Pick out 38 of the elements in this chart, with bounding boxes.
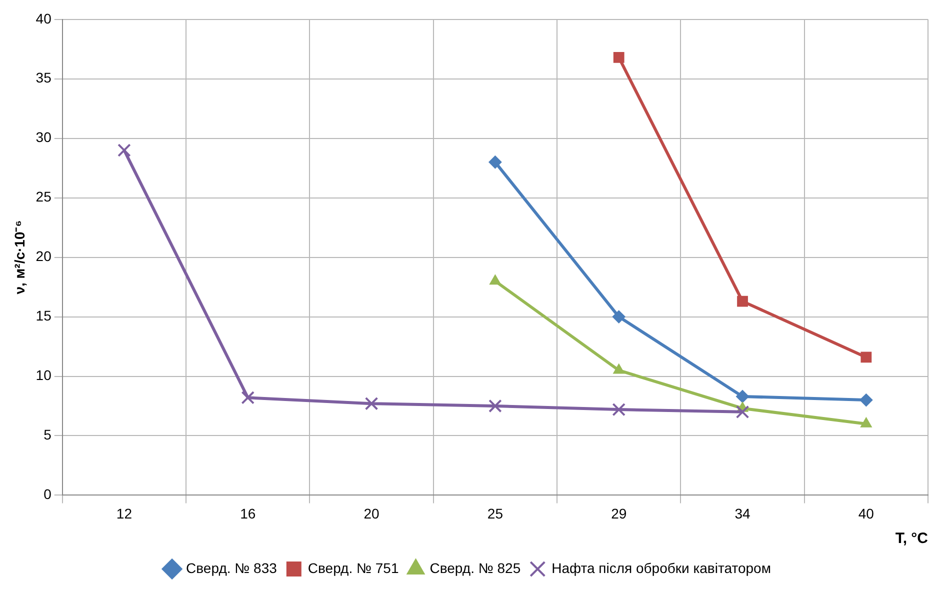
y-tick-label: 30 [36,129,52,146]
point [613,52,624,63]
point [364,396,378,410]
y-tick-label: 0 [44,486,52,502]
y-axis-title: ν, м²/с·10⁻⁶ [11,220,28,294]
x-axis-title: T, °C [895,530,928,548]
point [860,417,872,428]
point [737,296,748,307]
x-tick-label: 40 [858,505,874,522]
x-tick-label: 25 [487,505,504,522]
y-tick-label: 35 [36,70,52,86]
point [241,391,255,404]
x-tick-label: 29 [611,505,627,522]
x-tick-label: 20 [364,505,380,522]
point [860,352,872,363]
legend-label: Сверд. № 833 [186,560,278,576]
point [736,390,750,403]
y-tick-label: 20 [36,248,52,264]
legend-label: Сверд. № 825 [430,560,521,576]
y-tick-label: 10 [36,367,52,384]
x-tick-label: 34 [734,505,751,522]
point [612,402,626,416]
point [488,399,502,413]
x-tick-label: 16 [240,505,256,522]
point [736,405,750,419]
y-tick-label: 5 [44,426,52,443]
point [488,156,502,169]
point [489,274,501,285]
legend-label: Сверд. № 751 [308,560,399,576]
point [118,144,131,157]
point [860,394,873,407]
point [613,364,625,374]
y-tick-label: 40 [36,10,52,26]
point [612,310,626,324]
legend-label: Нафта після обробки кавітатором [552,560,771,576]
y-tick-label: 15 [36,308,52,324]
y-tick-label: 25 [36,188,52,205]
x-tick-label: 12 [116,505,132,522]
